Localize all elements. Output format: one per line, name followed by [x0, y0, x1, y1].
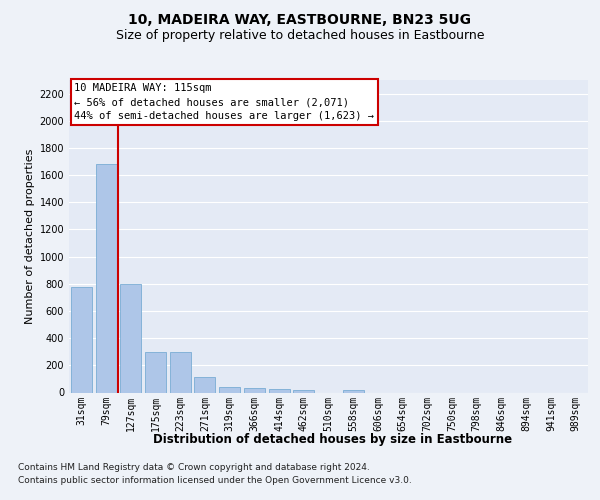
Text: Contains public sector information licensed under the Open Government Licence v3: Contains public sector information licen…: [18, 476, 412, 485]
Y-axis label: Number of detached properties: Number of detached properties: [25, 148, 35, 324]
Bar: [244, 388, 265, 392]
Text: 10 MADEIRA WAY: 115sqm
← 56% of detached houses are smaller (2,071)
44% of semi-: 10 MADEIRA WAY: 115sqm ← 56% of detached…: [74, 83, 374, 121]
Bar: [219, 387, 240, 392]
Text: Size of property relative to detached houses in Eastbourne: Size of property relative to detached ho…: [116, 28, 484, 42]
Text: Distribution of detached houses by size in Eastbourne: Distribution of detached houses by size …: [154, 432, 512, 446]
Bar: [95, 164, 116, 392]
Bar: [145, 352, 166, 393]
Bar: [194, 377, 215, 392]
Text: 10, MADEIRA WAY, EASTBOURNE, BN23 5UG: 10, MADEIRA WAY, EASTBOURNE, BN23 5UG: [128, 12, 472, 26]
Bar: [343, 390, 364, 392]
Text: Contains HM Land Registry data © Crown copyright and database right 2024.: Contains HM Land Registry data © Crown c…: [18, 462, 370, 471]
Bar: [293, 390, 314, 392]
Bar: [120, 284, 141, 393]
Bar: [269, 389, 290, 392]
Bar: [170, 352, 191, 393]
Bar: [71, 287, 92, 393]
